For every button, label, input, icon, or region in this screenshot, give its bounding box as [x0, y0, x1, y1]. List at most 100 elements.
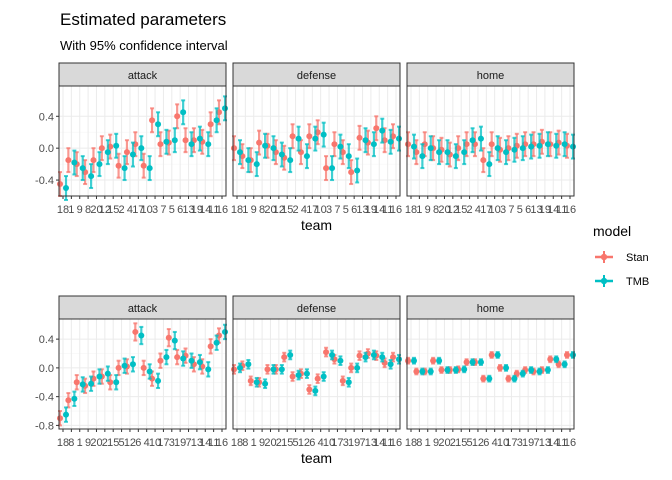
point-tmb	[270, 366, 277, 373]
panel-bg-home	[407, 319, 574, 429]
x-tick-label: 12	[472, 437, 484, 449]
panel-border-attack	[58, 318, 227, 430]
point-stan	[174, 113, 181, 120]
point-tmb	[113, 379, 120, 386]
point-tmb	[337, 143, 344, 150]
point-tmb	[544, 141, 551, 148]
point-stan	[505, 375, 512, 382]
point-tmb	[278, 366, 285, 373]
point-tmb	[494, 351, 501, 358]
x-tick-label: 4	[475, 204, 481, 216]
x-tick-label: 7	[508, 204, 514, 216]
point-tmb	[354, 364, 361, 371]
x-tick-label: 9	[259, 437, 265, 449]
point-stan	[140, 364, 147, 371]
x-tick-label: 16	[564, 204, 576, 216]
x-tick-label: 14	[547, 204, 559, 216]
point-tmb	[427, 368, 434, 375]
point-stan	[65, 397, 72, 404]
x-tick-label: 20	[264, 437, 276, 449]
point-stan	[231, 366, 237, 373]
point-tmb	[444, 149, 451, 156]
x-tick-label: 3	[500, 204, 506, 216]
legend-label-tmb: TMB	[626, 276, 649, 288]
facet-label-defense: defense	[297, 70, 336, 82]
point-tmb	[396, 356, 402, 363]
point-tmb	[262, 142, 269, 149]
point-tmb	[320, 373, 327, 380]
legend-key-point-tmb	[600, 277, 608, 285]
point-tmb	[452, 367, 459, 374]
x-tick-label: 10	[489, 204, 501, 216]
x-tick-label: 2	[467, 204, 473, 216]
x-tick-label: 10	[149, 437, 161, 449]
point-tmb	[213, 339, 220, 346]
x-tick-label: 3	[169, 437, 175, 449]
point-tmb	[155, 377, 162, 384]
point-tmb	[146, 368, 153, 375]
point-tmb	[138, 332, 145, 339]
point-stan	[405, 357, 411, 364]
y-tick-label: 0.0	[39, 143, 54, 155]
point-tmb	[180, 355, 187, 362]
x-tick-label: 5	[119, 437, 125, 449]
x-tick-label: 11	[208, 437, 219, 449]
x-tick-label: 8	[433, 204, 439, 216]
point-tmb	[337, 357, 344, 364]
x-tick-label: 12	[298, 437, 310, 449]
point-tmb	[253, 379, 260, 386]
point-stan	[356, 352, 363, 359]
y-tick-label: 0.0	[39, 363, 54, 375]
x-tick-label: 17	[331, 437, 343, 449]
point-tmb	[511, 146, 518, 153]
x-tick-label: 3	[343, 437, 349, 449]
point-tmb	[278, 151, 285, 158]
point-tmb	[237, 364, 243, 371]
point-stan	[174, 354, 181, 361]
x-tick-label: 6	[135, 437, 141, 449]
legend-label-stan: Stan	[626, 252, 649, 264]
point-stan	[463, 359, 470, 366]
x-tick-label: 19	[348, 437, 360, 449]
point-tmb	[287, 157, 294, 164]
point-tmb	[345, 379, 352, 386]
x-tick-label: 6	[309, 437, 315, 449]
facet-label-home: home	[477, 70, 505, 82]
point-tmb	[436, 149, 443, 156]
x-tick-label: 1	[425, 437, 431, 449]
point-stan	[306, 386, 313, 393]
point-tmb	[387, 138, 394, 145]
y-tick-label: -0.4	[35, 392, 54, 404]
point-tmb	[96, 161, 103, 168]
x-tick-label: 8	[85, 204, 91, 216]
x-tick-label: 18	[57, 204, 69, 216]
x-tick-label: 17	[505, 437, 517, 449]
point-stan	[348, 169, 355, 176]
point-stan	[157, 357, 164, 364]
x-tick-label: 8	[242, 437, 248, 449]
point-tmb	[270, 145, 277, 152]
point-tmb	[444, 367, 451, 374]
x-tick-label: 7	[185, 437, 191, 449]
x-tick-label: 2	[450, 437, 456, 449]
point-stan	[323, 165, 330, 172]
x-tick-label: 10	[315, 204, 327, 216]
point-tmb	[71, 395, 78, 402]
point-tmb	[121, 362, 128, 369]
x-axis-title: team	[301, 450, 332, 466]
x-tick-label: 4	[127, 204, 133, 216]
x-tick-label: 7	[334, 204, 340, 216]
x-tick-label: 17	[480, 204, 492, 216]
x-tick-label: 10	[141, 204, 153, 216]
point-tmb	[71, 159, 78, 166]
x-tick-label: 1	[68, 204, 74, 216]
x-tick-label: 15	[455, 204, 467, 216]
x-tick-label: 13	[365, 437, 377, 449]
point-stan	[264, 366, 271, 373]
point-tmb	[63, 411, 69, 418]
point-tmb	[570, 143, 576, 150]
x-tick-label: 5	[293, 437, 299, 449]
x-tick-label: 15	[281, 437, 293, 449]
x-tick-label: 14	[373, 204, 385, 216]
x-tick-label: 10	[497, 437, 509, 449]
